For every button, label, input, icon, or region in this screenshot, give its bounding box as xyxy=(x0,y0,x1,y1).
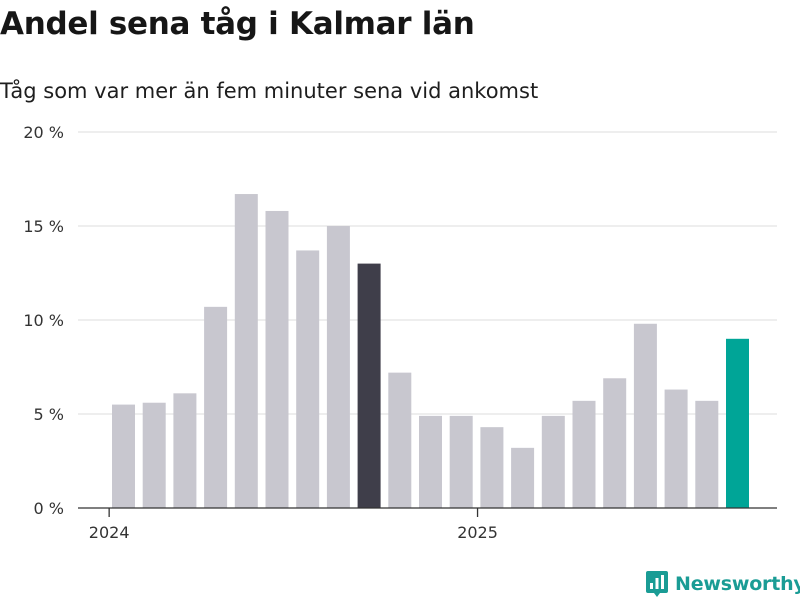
bar xyxy=(511,447,535,508)
bar xyxy=(449,415,473,508)
bar xyxy=(234,194,258,509)
chart-title: Andel sena tåg i Kalmar län xyxy=(0,6,475,42)
bar xyxy=(204,306,228,508)
bar-chart-logo-icon xyxy=(646,571,668,597)
bar xyxy=(664,389,688,508)
x-tick-label: 2025 xyxy=(457,523,498,542)
bar xyxy=(173,393,197,508)
bar xyxy=(142,402,166,508)
bar xyxy=(603,378,627,508)
brand-name: Newsworthy xyxy=(675,573,800,595)
bars xyxy=(112,194,749,509)
newsworthy-logo: Newsworthy xyxy=(645,570,800,598)
bar xyxy=(572,400,596,508)
y-tick-label: 15 % xyxy=(23,217,64,236)
gridlines xyxy=(78,131,777,415)
y-tick-label: 0 % xyxy=(34,499,64,518)
bar xyxy=(726,338,749,508)
chart-subtitle: Tåg som var mer än fem minuter sena vid … xyxy=(0,79,539,103)
bar xyxy=(419,415,442,508)
axes: 0 % 5 % 10 % 15 % 20 % 2024 2025 xyxy=(23,123,777,542)
y-tick-label: 20 % xyxy=(23,123,64,142)
bar xyxy=(633,323,657,508)
bar xyxy=(326,226,350,508)
y-tick-label: 10 % xyxy=(23,311,64,330)
bar xyxy=(695,400,719,508)
bar xyxy=(112,404,135,508)
bar xyxy=(265,210,289,508)
bar xyxy=(388,372,412,508)
bar xyxy=(357,263,381,508)
bar xyxy=(541,415,565,508)
y-tick-label: 5 % xyxy=(34,405,64,424)
x-tick-label: 2024 xyxy=(89,523,130,542)
bar xyxy=(480,427,504,508)
bar xyxy=(296,250,320,508)
